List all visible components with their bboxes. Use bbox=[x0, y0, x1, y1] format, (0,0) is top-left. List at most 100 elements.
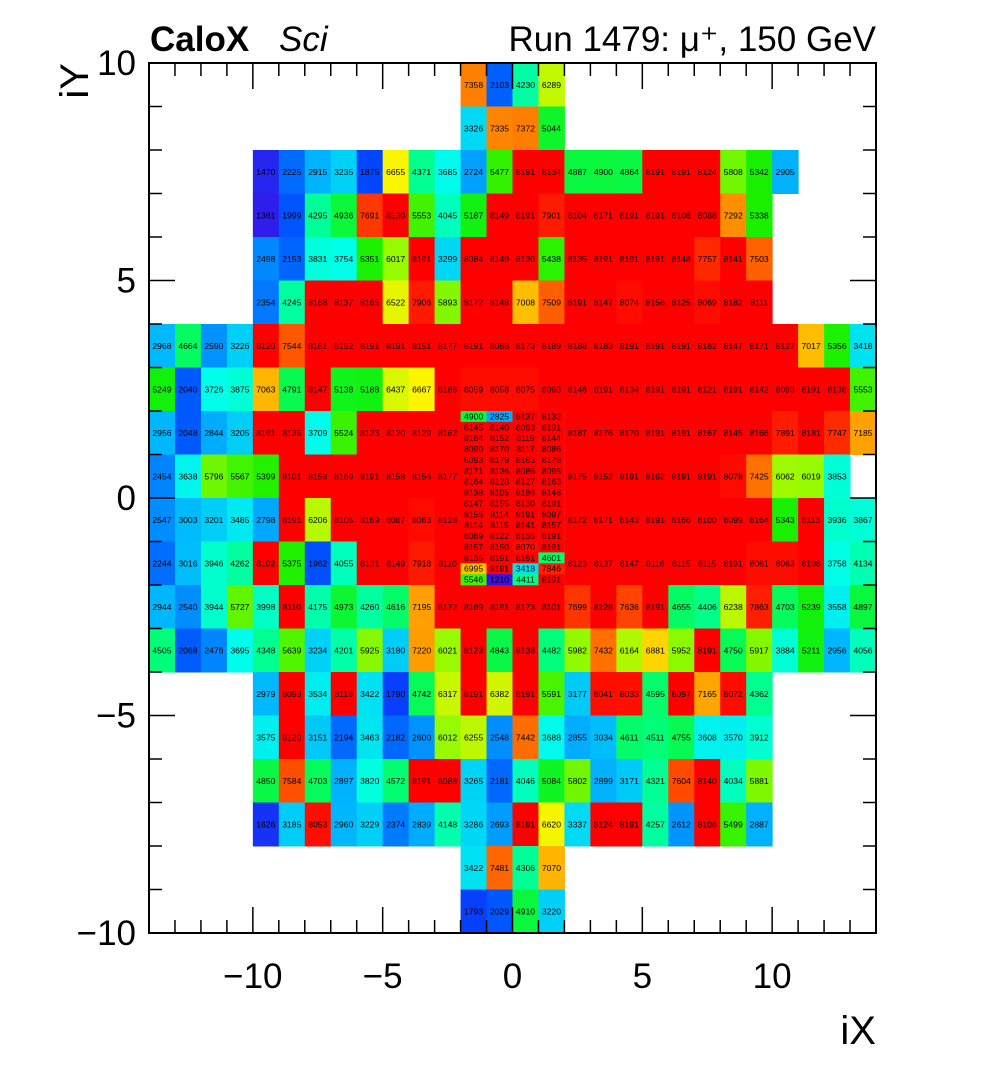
heatmap-cell bbox=[330, 541, 358, 586]
cell-value-label: 8075 bbox=[516, 384, 535, 394]
fine-cell-value-label: 8135 bbox=[464, 553, 483, 563]
heatmap-cell bbox=[590, 541, 617, 586]
fine-cell-value-label: 8105 bbox=[490, 488, 509, 498]
heatmap-cell bbox=[746, 193, 773, 238]
cell-value-label: 7372 bbox=[516, 123, 535, 133]
cell-value-label: 3235 bbox=[334, 167, 353, 177]
cell-value-label: 3884 bbox=[776, 645, 795, 655]
heatmap-cell bbox=[538, 106, 565, 151]
cell-value-label: 8101 bbox=[542, 602, 561, 612]
cell-value-label: 6062 bbox=[776, 471, 795, 481]
cell-value-label: 5982 bbox=[568, 645, 587, 655]
heatmap-cell bbox=[616, 411, 643, 455]
heatmap-cell bbox=[460, 280, 488, 325]
heatmap-cell bbox=[720, 759, 747, 803]
cell-value-label: 2547 bbox=[152, 515, 171, 525]
heatmap-cell bbox=[512, 672, 539, 716]
heatmap-cell bbox=[434, 498, 462, 542]
cell-value-label: 7918 bbox=[412, 558, 431, 568]
heatmap-cell bbox=[694, 280, 721, 325]
cell-value-label: 3695 bbox=[230, 645, 249, 655]
heatmap-cell bbox=[330, 237, 358, 281]
heatmap-cell bbox=[720, 672, 747, 716]
cell-value-label: 8147 bbox=[724, 341, 743, 351]
heatmap-cell bbox=[668, 672, 695, 716]
cell-value-label: 4262 bbox=[230, 558, 249, 568]
heatmap-fine-cell bbox=[460, 552, 487, 564]
cell-value-label: 5399 bbox=[256, 471, 275, 481]
heatmap-fine-cell bbox=[538, 574, 565, 586]
heatmap-cell bbox=[720, 150, 747, 194]
fine-cell-value-label: 8157 bbox=[542, 520, 561, 530]
cell-value-label: 3180 bbox=[386, 645, 405, 655]
fine-cell-value-label: 8114 bbox=[490, 509, 509, 519]
heatmap-cell bbox=[512, 237, 539, 281]
cell-value-label: 5477 bbox=[490, 167, 509, 177]
fine-cell-value-label: 8122 bbox=[490, 531, 509, 541]
cell-value-label: 4175 bbox=[308, 602, 327, 612]
cell-value-label: 7358 bbox=[464, 80, 483, 90]
cell-value-label: 3853 bbox=[827, 471, 846, 481]
cell-value-label: 8191 bbox=[490, 602, 509, 612]
fine-cell-value-label: 6995 bbox=[464, 564, 483, 574]
heatmap-cell bbox=[382, 237, 410, 281]
heatmap-cell bbox=[408, 237, 436, 281]
heatmap-cell bbox=[616, 193, 643, 238]
cell-value-label: 6522 bbox=[386, 297, 405, 307]
cell-value-label: 8191 bbox=[698, 645, 717, 655]
cell-value-label: 2897 bbox=[334, 776, 353, 786]
heatmap-cell bbox=[720, 237, 747, 281]
cell-value-label: 4572 bbox=[386, 776, 405, 786]
y-tick-label: 10 bbox=[97, 44, 136, 83]
run-info: Run 1479: μ⁺, 150 GeV bbox=[509, 20, 877, 59]
cell-value-label: 8188 bbox=[568, 341, 587, 351]
heatmap-cell bbox=[694, 585, 721, 629]
heatmap-cell bbox=[564, 411, 591, 455]
cell-value-label: 7442 bbox=[516, 732, 535, 742]
heatmap-cell bbox=[330, 672, 358, 716]
heatmap-cell bbox=[200, 411, 228, 455]
heatmap-cell bbox=[278, 411, 306, 455]
heatmap-cell bbox=[382, 541, 410, 586]
heatmap-fine-cell bbox=[538, 476, 565, 488]
heatmap-cell bbox=[694, 715, 721, 760]
heatmap-cell bbox=[356, 672, 384, 716]
heatmap-cell bbox=[226, 367, 254, 412]
cell-value-label: 8172 bbox=[464, 297, 483, 307]
cell-value-label: 8191 bbox=[724, 384, 743, 394]
cell-value-label: 3337 bbox=[568, 819, 587, 829]
cell-value-label: 8111 bbox=[750, 297, 768, 307]
heatmap-cell bbox=[642, 802, 669, 847]
heatmap-cell bbox=[694, 628, 721, 673]
heatmap-cell bbox=[538, 193, 565, 238]
cell-value-label: 8130 bbox=[516, 254, 535, 264]
fine-cell-value-label: 8191 bbox=[516, 509, 535, 519]
heatmap-cell bbox=[798, 454, 825, 499]
heatmap-cell bbox=[278, 585, 306, 629]
heatmap-cell bbox=[564, 237, 591, 281]
heatmap-cell bbox=[278, 150, 306, 194]
heatmap-cell bbox=[149, 367, 176, 412]
heatmap-cell bbox=[694, 802, 721, 847]
cell-value-label: 5187 bbox=[464, 210, 483, 220]
heatmap-fine-cell bbox=[486, 465, 513, 477]
heatmap-cell bbox=[226, 324, 254, 368]
heatmap-cell bbox=[304, 715, 332, 760]
cell-value-label: 1626 bbox=[256, 819, 275, 829]
heatmap-fine-cell bbox=[486, 498, 513, 510]
cell-value-label: 6238 bbox=[724, 602, 743, 612]
cell-value-label: 3418 bbox=[853, 341, 872, 351]
heatmap-cell bbox=[330, 454, 358, 499]
heatmap-cell bbox=[486, 280, 513, 325]
heatmap-cell bbox=[149, 498, 176, 542]
cell-value-label: 8191 bbox=[698, 471, 717, 481]
cell-value-label: 8177 bbox=[438, 471, 457, 481]
axis-ticks: −10 −5 0 5 10 −10 −5 0 5 10 bbox=[77, 44, 877, 996]
cell-value-label: 8140 bbox=[698, 776, 717, 786]
heatmap-cell bbox=[668, 715, 695, 760]
heatmap-cell bbox=[174, 367, 202, 412]
heatmap-cell bbox=[642, 280, 669, 325]
heatmap-cell bbox=[668, 541, 695, 586]
heatmap-cell bbox=[382, 672, 410, 716]
heatmap-cell bbox=[486, 802, 513, 847]
